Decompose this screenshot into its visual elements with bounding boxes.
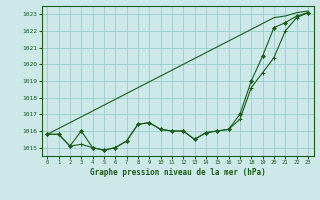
X-axis label: Graphe pression niveau de la mer (hPa): Graphe pression niveau de la mer (hPa) xyxy=(90,168,266,177)
